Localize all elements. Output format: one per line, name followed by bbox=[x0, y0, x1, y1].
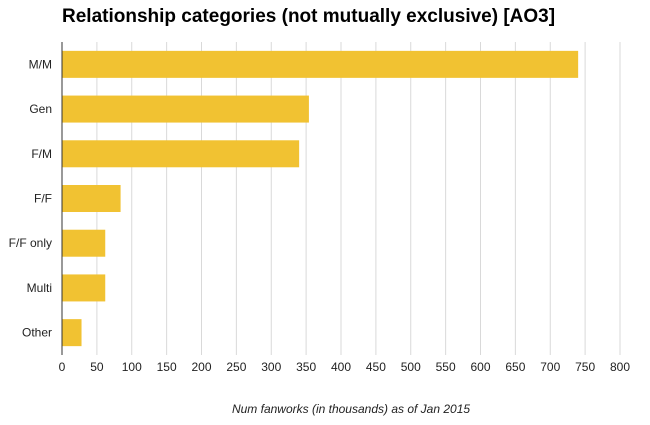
category-label-multi: Multi bbox=[27, 281, 52, 295]
bar-m-m bbox=[62, 50, 579, 78]
x-axis-label: Num fanworks (in thousands) as of Jan 20… bbox=[232, 402, 470, 416]
category-labels: M/M Gen F/M F/F F/F only Multi Other bbox=[9, 57, 52, 339]
bar-f-m bbox=[62, 140, 300, 168]
bar-f-f-only bbox=[62, 229, 106, 257]
x-tick-label-600: 600 bbox=[470, 360, 490, 374]
x-tick-labels: 0 50 100 150 200 250 300 350 400 450 500 550 600 650 7… bbox=[59, 360, 631, 374]
x-tick-label-400: 400 bbox=[331, 360, 351, 374]
x-tick-label-350: 350 bbox=[296, 360, 316, 374]
grid-lines bbox=[96, 42, 621, 355]
bars bbox=[62, 50, 579, 347]
category-label-f-m: F/M bbox=[31, 147, 52, 161]
x-tick-label-450: 450 bbox=[366, 360, 386, 374]
x-tick-label-800: 800 bbox=[610, 360, 630, 374]
chart-title: Relationship categories (not mutually ex… bbox=[62, 6, 556, 27]
category-label-f-f: F/F bbox=[34, 192, 52, 206]
x-tick-label-300: 300 bbox=[261, 360, 281, 374]
category-label-f-f-only: F/F only bbox=[9, 236, 52, 250]
category-label-other: Other bbox=[22, 326, 52, 340]
x-tick-label-550: 550 bbox=[436, 360, 456, 374]
bar-other bbox=[62, 319, 82, 347]
bar-f-f bbox=[62, 185, 121, 212]
x-tick-label-50: 50 bbox=[90, 360, 104, 374]
category-label-gen: Gen bbox=[29, 102, 52, 116]
x-tick-label-200: 200 bbox=[191, 360, 211, 374]
x-tick-label-650: 650 bbox=[505, 360, 525, 374]
x-tick-label-750: 750 bbox=[575, 360, 595, 374]
x-tick-label-100: 100 bbox=[122, 360, 142, 374]
category-label-m-m: M/M bbox=[29, 57, 52, 71]
x-tick-label-150: 150 bbox=[157, 360, 177, 374]
bar-multi bbox=[62, 274, 106, 302]
x-tick-label-0: 0 bbox=[59, 360, 66, 374]
x-tick-label-250: 250 bbox=[226, 360, 246, 374]
x-tick-label-500: 500 bbox=[401, 360, 421, 374]
x-tick-label-700: 700 bbox=[540, 360, 560, 374]
bar-gen bbox=[62, 95, 309, 123]
